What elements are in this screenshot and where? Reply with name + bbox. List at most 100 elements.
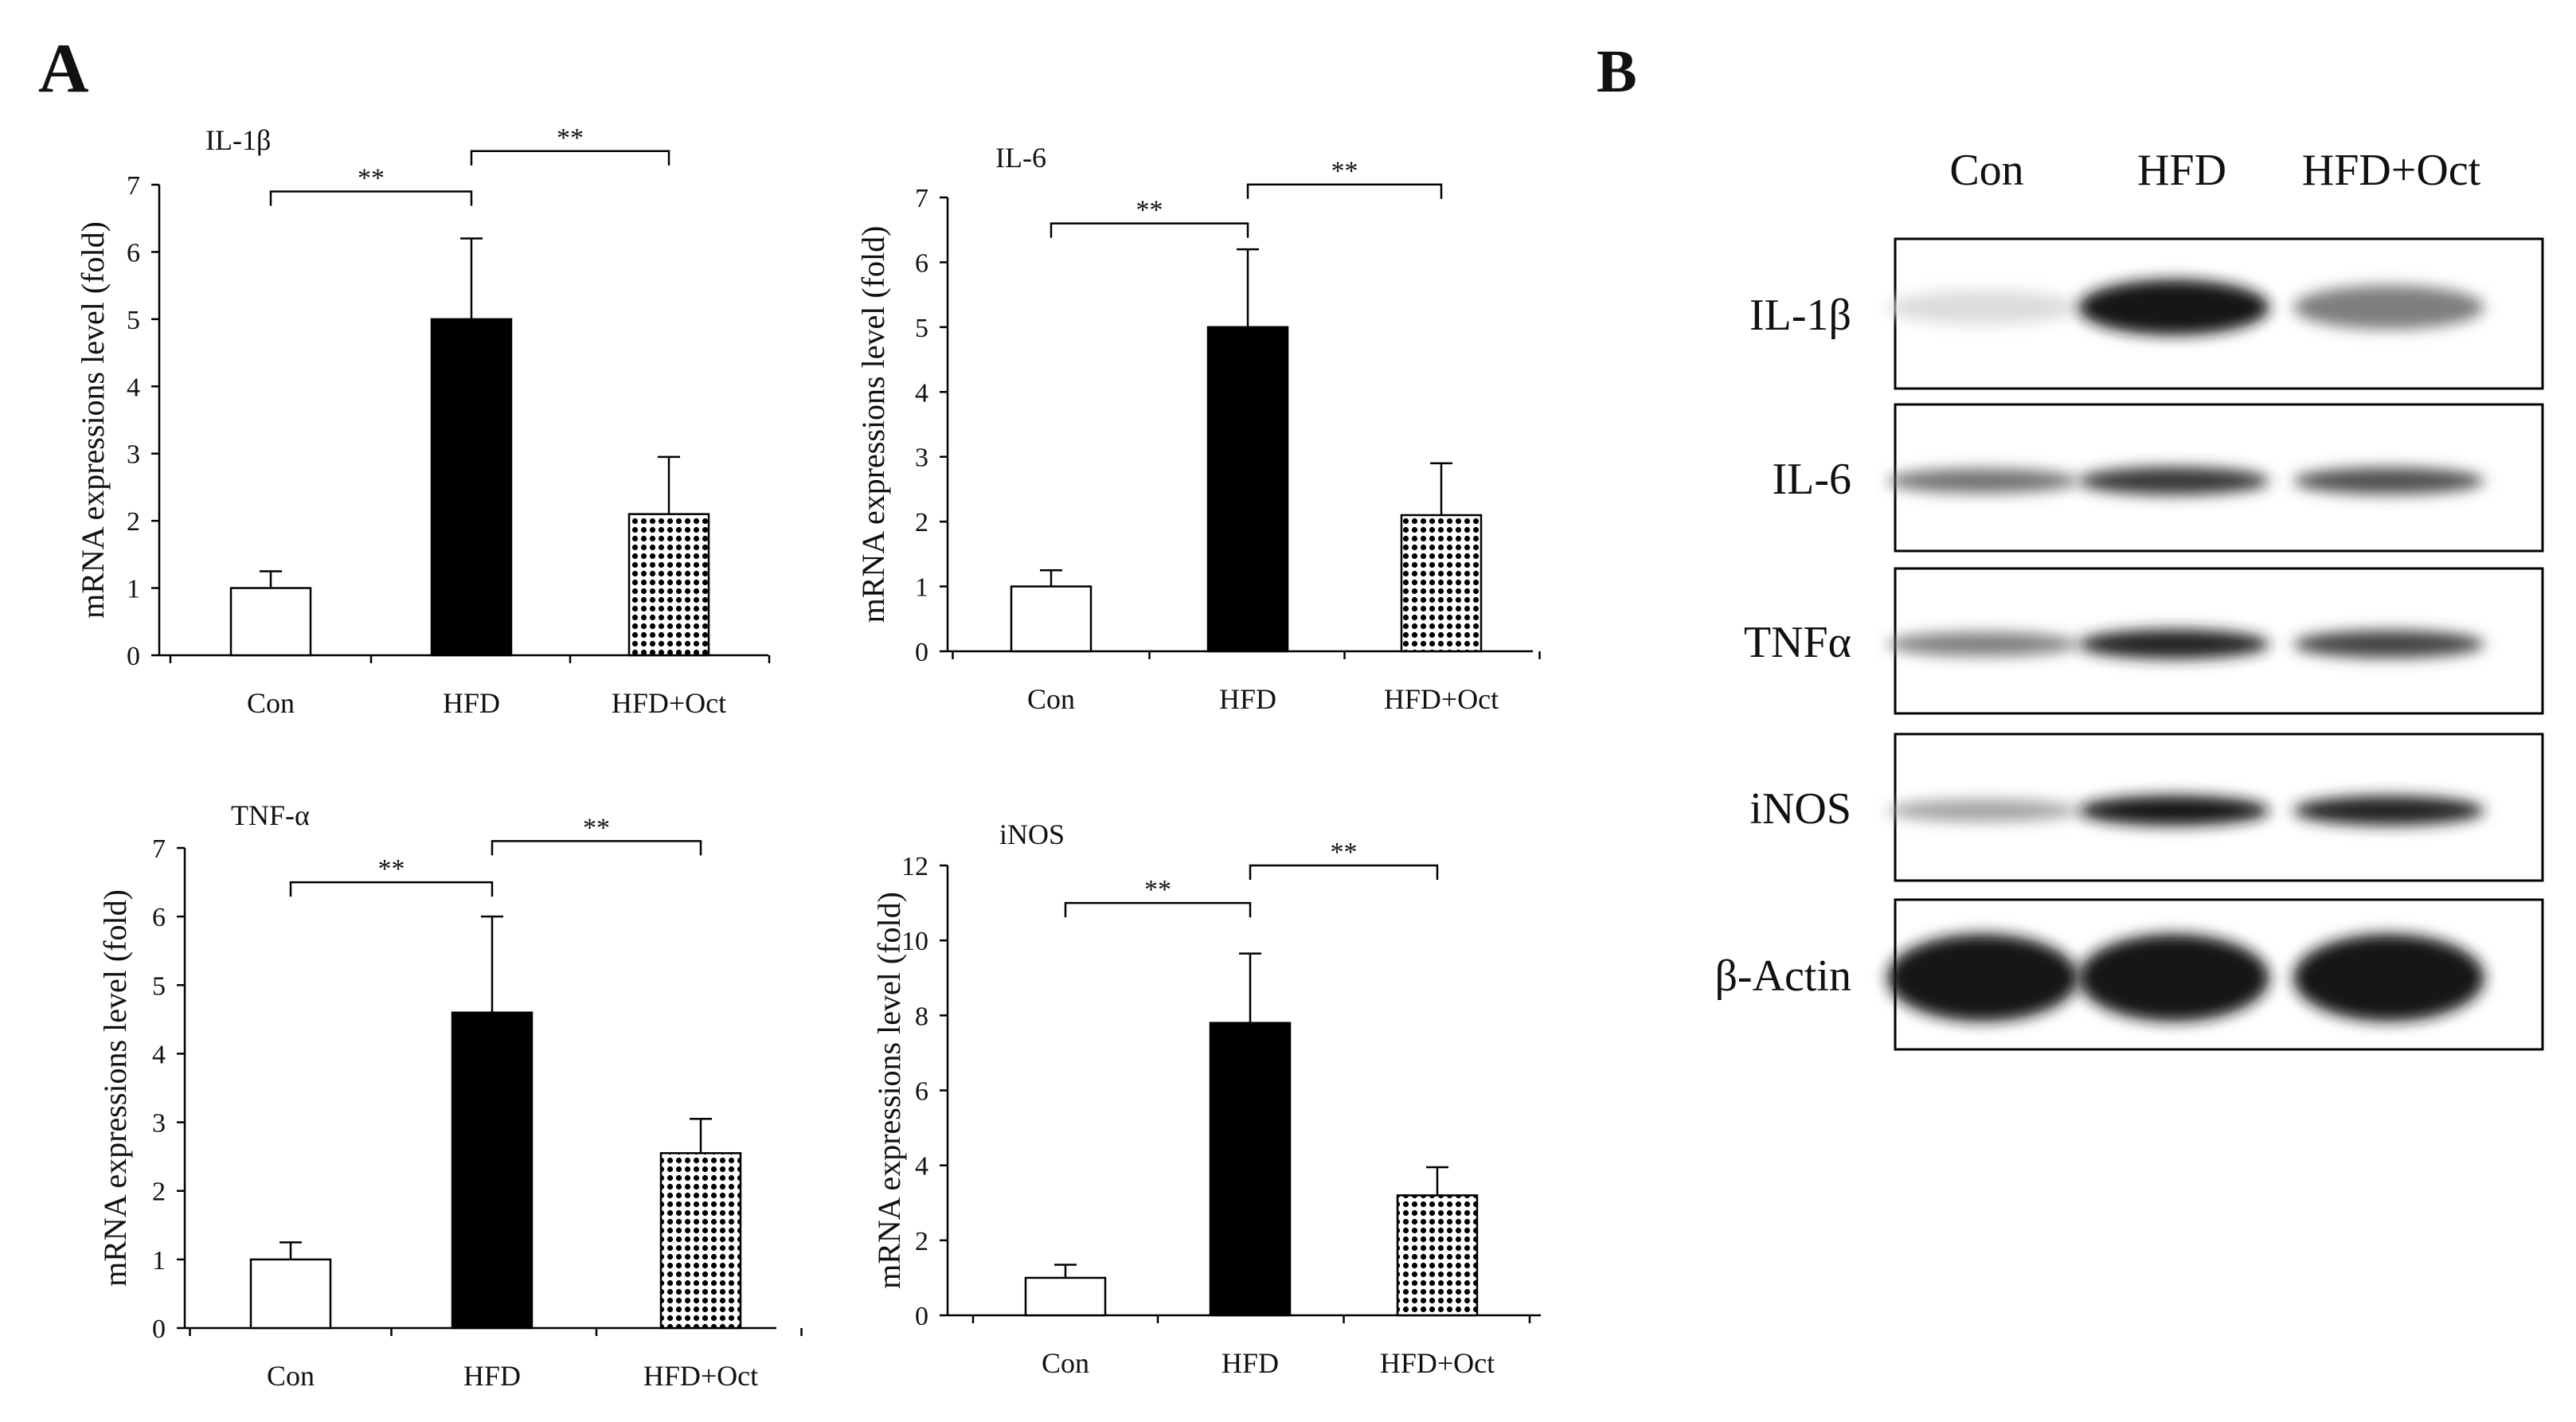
y-tick-label: 4: [915, 378, 928, 408]
chart-4: iNOS mRNA expressions level (fold) 0 2 4 6 8 10…: [871, 818, 1541, 1379]
significance-stars: **: [557, 123, 584, 153]
y-axis-label: mRNA expressions level (fold): [97, 889, 133, 1287]
chart-2: IL-6 mRNA expressions level (fold) 0 1 2 3 4 5 6…: [855, 142, 1541, 715]
blot-row: β-Actin: [1714, 898, 2544, 1051]
band: [1887, 934, 2078, 1022]
y-tick-label: 5: [152, 971, 166, 1001]
y-tick-label: 1: [915, 573, 928, 603]
bar-con: [249, 1258, 332, 1330]
band: [2293, 467, 2484, 494]
significance-bracket: [269, 190, 473, 206]
significance-bracket: [1249, 864, 1439, 880]
y-tick-label: 0: [915, 638, 928, 667]
significance-stars: **: [1331, 838, 1358, 867]
significance-bracket: [491, 840, 702, 856]
blot-row: iNOS: [1749, 732, 2544, 882]
x-category-label: HFD+Oct: [1384, 683, 1499, 715]
significance-stars: **: [1136, 196, 1163, 225]
y-axis-label: mRNA expressions level (fold): [871, 892, 907, 1289]
significance-stars: **: [358, 163, 385, 193]
blot-row-label: iNOS: [1749, 784, 1851, 834]
x-category-label: HFD+Oct: [1380, 1347, 1495, 1379]
y-tick-label: 6: [127, 238, 140, 268]
lane-label: HFD: [2137, 146, 2226, 195]
bar-hfd: [1209, 1022, 1292, 1317]
y-tick-label: 7: [915, 184, 928, 213]
y-tick-label: 1: [127, 575, 140, 604]
x-category-label: HFD: [1219, 683, 1276, 715]
y-tick-label: 8: [915, 1002, 928, 1031]
y-tick-label: 0: [152, 1315, 166, 1344]
blot-row-label: IL-1β: [1749, 291, 1851, 340]
y-tick-label: 4: [127, 373, 140, 402]
chart-1: IL-1β mRNA expressions level (fold) 0 1 2 3 4 5…: [75, 123, 771, 719]
x-category-label: HFD: [463, 1360, 521, 1392]
y-tick-label: 2: [915, 508, 928, 537]
y-tick-label: 3: [127, 440, 140, 470]
y-axis-label: mRNA expressions level (fold): [855, 226, 891, 623]
chart-title: TNF-α: [231, 799, 310, 831]
significance-bracket: [1064, 901, 1252, 918]
band: [2293, 795, 2484, 826]
blot-row: IL-6: [1772, 403, 2544, 553]
y-tick-label: 10: [901, 927, 928, 956]
y-tick-label: 3: [915, 443, 928, 473]
band: [2293, 934, 2484, 1022]
x-category-label: HFD+Oct: [643, 1360, 758, 1392]
band: [1887, 799, 2078, 822]
bar-con: [1024, 1276, 1107, 1317]
significance-bracket: [1246, 183, 1443, 199]
y-tick-label: 6: [915, 1077, 928, 1107]
panel-a-label: A: [38, 30, 89, 107]
significance-stars: **: [1331, 157, 1358, 186]
significance-bracket: [470, 150, 670, 166]
blot-row-label: β-Actin: [1714, 951, 1851, 1001]
y-tick-label: 7: [127, 171, 140, 201]
y-axis-label: mRNA expressions level (fold): [75, 221, 111, 619]
bar-hfd: [430, 318, 513, 657]
bar-hfd-oct: [659, 1152, 742, 1330]
x-category-label: Con: [1042, 1347, 1089, 1379]
significance-bracket: [1050, 222, 1249, 238]
x-category-label: HFD+Oct: [612, 687, 726, 719]
band: [2078, 467, 2269, 495]
band: [2078, 279, 2269, 335]
lane-label: Con: [1949, 146, 2023, 195]
bar-hfd-oct: [627, 513, 710, 657]
band: [2078, 795, 2269, 826]
x-category-label: HFD: [443, 687, 500, 719]
chart-title: iNOS: [999, 818, 1065, 850]
y-tick-label: 4: [152, 1040, 166, 1069]
blot-row: IL-1β: [1749, 237, 2544, 390]
y-tick-label: 4: [915, 1152, 928, 1182]
y-tick-label: 3: [152, 1109, 166, 1139]
blot-row-label: IL-6: [1772, 455, 1851, 504]
bar-con: [1010, 585, 1093, 653]
y-tick-label: 7: [152, 834, 166, 864]
y-tick-label: 6: [915, 248, 928, 278]
bar-hfd-oct: [1396, 1194, 1479, 1317]
chart-title: IL-6: [995, 142, 1046, 174]
bar-hfd-oct: [1400, 514, 1483, 653]
y-tick-label: 5: [127, 306, 140, 335]
chart-title: IL-1β: [205, 124, 271, 156]
band: [2293, 630, 2484, 658]
band: [2078, 934, 2269, 1022]
x-category-label: HFD: [1222, 1347, 1279, 1379]
y-tick-label: 2: [152, 1178, 166, 1207]
band: [2293, 285, 2484, 330]
y-tick-label: 1: [152, 1246, 166, 1276]
panel-b-label: B: [1597, 38, 1637, 105]
western-blot: Con HFD HFD+Oct IL-1β IL-6 TNFα iNOS β-Actin: [1714, 146, 2544, 1051]
blot-row: TNFα: [1744, 567, 2544, 715]
band: [1887, 631, 2078, 657]
x-category-label: Con: [267, 1360, 315, 1392]
y-tick-label: 12: [901, 852, 928, 881]
bar-hfd: [1206, 326, 1289, 653]
blot-row-label: TNFα: [1744, 618, 1851, 667]
significance-bracket: [289, 881, 494, 897]
bar-con: [229, 587, 312, 657]
y-tick-label: 5: [915, 314, 928, 343]
